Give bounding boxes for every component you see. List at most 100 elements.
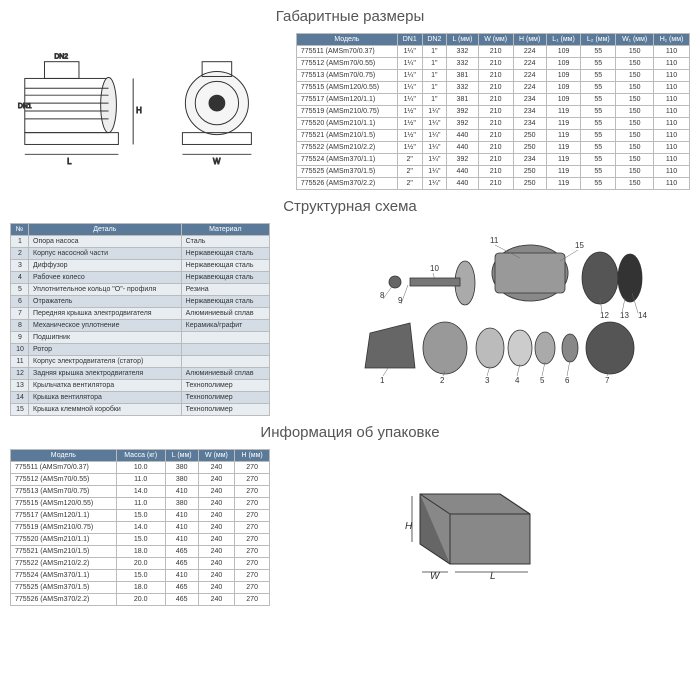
cell: 20.0 [116,558,165,570]
cell: 224 [513,82,546,94]
cell: 1¼" [422,178,447,190]
svg-text:1: 1 [380,376,385,385]
cell: Отражатель [29,296,182,308]
cell: 270 [235,462,270,474]
svg-text:4: 4 [515,376,520,385]
cell: 210 [478,94,513,106]
cell: 440 [447,166,478,178]
cell: 1¼" [422,166,447,178]
cell: 150 [616,166,654,178]
cell: 270 [235,522,270,534]
table-row: 775511 (AMSm70/0.37)10.0380240270 [11,462,270,474]
table-row: 2Корпус насосной частиНержавеющая сталь [11,248,270,260]
cell: 13 [11,380,29,392]
cell: Диффузор [29,260,182,272]
struct-title: Структурная схема [0,198,700,215]
cell: Сталь [181,236,269,248]
col-header: Материал [181,224,269,236]
cell: Рабочее колесо [29,272,182,284]
cell: 240 [198,462,235,474]
cell: 210 [478,142,513,154]
cell: 18.0 [116,582,165,594]
cell: 20.0 [116,594,165,606]
cell: 250 [513,142,546,154]
cell: 332 [447,58,478,70]
cell: Крышка клеммной коробки [29,404,182,416]
svg-text:11: 11 [490,236,499,245]
cell: 775521 (AMSm210/1.5) [11,546,117,558]
cell: 110 [654,166,690,178]
cell: 775519 (AMSm210/0.75) [11,522,117,534]
cell: 210 [478,58,513,70]
cell: 775526 (AMSm370/2.2) [296,178,397,190]
cell: 1¼" [422,142,447,154]
table-row: 11Корпус электродвигателя (статор) [11,356,270,368]
svg-text:12: 12 [600,311,609,320]
table-row: 4Рабочее колесоНержавеющая сталь [11,272,270,284]
cell: Передняя крышка электродвигателя [29,308,182,320]
cell: 11 [11,356,29,368]
table-row: 10Ротор [11,344,270,356]
svg-text:DN2: DN2 [54,54,68,61]
col-header: Масса (кг) [116,450,165,462]
col-header: DN1 [397,34,422,46]
cell: 55 [581,130,616,142]
cell: 2 [11,248,29,260]
svg-text:6: 6 [565,376,570,385]
table-row: 775511 (AMSm70/0.37)1¼"1"332210224109551… [296,46,689,58]
table-row: 9Подшипник [11,332,270,344]
cell: Технополимер [181,404,269,416]
col-header: W (мм) [478,34,513,46]
cell: 109 [546,70,581,82]
dims-section: DN1 DN2 L H W МодельDN1DN2L (мм)W (мм)H … [0,33,700,190]
cell: 240 [198,474,235,486]
pack-section: МодельМасса (кг)L (мм)W (мм)H (мм)775511… [0,449,700,606]
cell: Подшипник [29,332,182,344]
cell: 109 [546,94,581,106]
svg-text:H: H [136,106,142,115]
cell: Крышка вентилятора [29,392,182,404]
cell: 775524 (AMSm370/1.1) [11,570,117,582]
cell: 15.0 [116,510,165,522]
cell: 240 [198,522,235,534]
cell: 1¼" [397,58,422,70]
col-header: Модель [296,34,397,46]
cell: 775513 (AMSm70/0.75) [296,70,397,82]
cell: 410 [165,570,198,582]
cell: 119 [546,118,581,130]
cell: 775519 (AMSm210/0.75) [296,106,397,118]
cell: 119 [546,178,581,190]
table-row: 775522 (AMSm210/2.2)20.0465240270 [11,558,270,570]
svg-text:L: L [490,571,496,582]
table-row: 775524 (AMSm370/1.1)2"1¼"392210234119551… [296,154,689,166]
cell: 3 [11,260,29,272]
cell: 381 [447,70,478,82]
table-row: 775524 (AMSm370/1.1)15.0410240270 [11,570,270,582]
cell: 210 [478,70,513,82]
cell: 270 [235,570,270,582]
cell: 10.0 [116,462,165,474]
cell: 55 [581,58,616,70]
col-header: H (мм) [513,34,546,46]
cell: 234 [513,154,546,166]
cell: 380 [165,474,198,486]
cell: 224 [513,58,546,70]
cell: 55 [581,178,616,190]
cell: 775520 (AMSm210/1.1) [296,118,397,130]
cell: 380 [165,462,198,474]
cell: 4 [11,272,29,284]
cell: Резина [181,284,269,296]
cell: 15.0 [116,570,165,582]
table-row: 775513 (AMSm70/0.75)1¼"1"381210224109551… [296,70,689,82]
cell: 150 [616,106,654,118]
table-row: 775515 (AMSm120/0.55)11.0380240270 [11,498,270,510]
cell: 465 [165,558,198,570]
col-header: № [11,224,29,236]
cell: 55 [581,82,616,94]
cell: 150 [616,142,654,154]
cell: 270 [235,558,270,570]
cell: 210 [478,46,513,58]
cell: 240 [198,582,235,594]
cell: 392 [447,106,478,118]
cell: 210 [478,166,513,178]
